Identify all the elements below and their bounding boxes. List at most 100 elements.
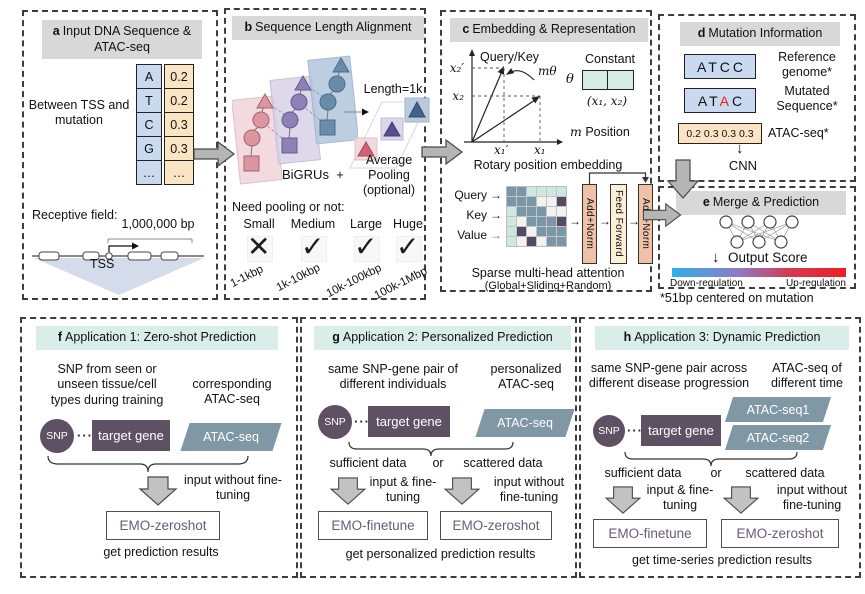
snp-node: SNP	[593, 415, 625, 447]
atac-seq-shape: ATAC-seq	[185, 423, 277, 451]
size-label-small: Small	[243, 217, 275, 231]
mutated-sequence-label: Mutated Sequence*	[776, 84, 838, 114]
range-label-medium: 1k-10kbp	[274, 261, 323, 294]
theta-label: θ	[566, 72, 574, 87]
panel-c-letter: c	[462, 22, 470, 36]
matrix-cell	[547, 227, 556, 236]
gene-track-diagram	[32, 238, 204, 295]
panel-f-arrow-label: input without fine-tuning	[184, 473, 282, 503]
matrix-cell	[557, 197, 566, 206]
arrow-icon: →	[490, 188, 502, 202]
emo-zeroshot-box: EMO-zeroshot	[440, 511, 552, 540]
condition-right: scattered data	[463, 456, 543, 470]
panel-b-title: b Sequence Length Alignment	[232, 16, 424, 40]
flow-arrow-icon	[642, 202, 682, 228]
range-label-small: 1-1kbp	[228, 263, 266, 290]
pooling-checkbox-huge	[396, 236, 422, 262]
score-gradient	[672, 268, 846, 277]
matrix-cell	[527, 207, 536, 216]
atac-value-column: 0.2 0.2 0.3 0.3 …	[164, 64, 194, 185]
panel-g-title: g Application 2: Personalized Prediction	[314, 326, 571, 350]
coords-label: (x₁, x₂)	[586, 94, 628, 108]
emo-finetune-box: EMO-finetune	[593, 519, 707, 548]
output-score-label: Output Score	[728, 250, 808, 265]
plus-sign: +	[336, 167, 344, 182]
size-label-medium: Medium	[290, 217, 336, 231]
matrix-cell	[537, 207, 546, 216]
matrix-cell	[507, 207, 516, 216]
dashed-arrow-icon: →	[490, 228, 502, 242]
bp-span-label: 1,000,000 bp	[121, 217, 195, 231]
matrix-cell	[547, 217, 556, 226]
atac-seq-label: ATAC-seq*	[768, 126, 829, 140]
panel-g-left-desc: same SNP-gene pair of different individu…	[328, 362, 458, 392]
panel-h-letter: h	[623, 330, 632, 344]
query-row: Query →	[454, 188, 502, 202]
matrix-cell	[557, 227, 566, 236]
constant-label: Constant	[584, 52, 636, 66]
condition-left: sufficient data	[604, 466, 682, 480]
condition-right: scattered data	[745, 466, 825, 480]
pooled-tiles-diagram	[344, 97, 430, 169]
panel-b-alignment: b Sequence Length Alignment	[224, 8, 430, 302]
arrow-left-label: input & fine-tuning	[646, 483, 714, 513]
rotary-caption: Rotary position embedding	[473, 158, 623, 172]
pooling-checkbox-large	[354, 236, 380, 262]
emo-zeroshot-box: EMO-zeroshot	[721, 519, 839, 548]
bigru-stack-diagram	[232, 55, 358, 185]
matrix-cell	[517, 207, 526, 216]
matrix-cell	[547, 187, 556, 196]
matrix-cell	[527, 187, 536, 196]
matrix-cell	[527, 227, 536, 236]
matrix-cell	[557, 207, 566, 216]
panel-a-input: a Input DNA Sequence & ATAC-seq Between T…	[22, 10, 218, 300]
or-label: or	[710, 466, 722, 480]
arrow-icon: →	[490, 208, 502, 222]
emo-zeroshot-box: EMO-zeroshot	[106, 511, 220, 540]
matrix-cell	[537, 197, 546, 206]
attention-matrix	[506, 186, 567, 247]
input-arrow-icon	[722, 486, 760, 514]
arrow-icon: →	[599, 214, 611, 228]
key-row: Key →	[466, 208, 502, 222]
cnn-label: CNN	[728, 158, 758, 173]
size-label-large: Large	[350, 217, 382, 231]
matrix-cell	[547, 207, 556, 216]
panel-h-title: h Application 3: Dynamic Prediction	[595, 326, 849, 350]
reference-genome-box: ATCC	[684, 54, 756, 79]
panel-h-result: get time-series prediction results	[632, 553, 812, 567]
panel-b-letter: b	[244, 20, 253, 34]
arrow-right-label: input without fine-tuning	[776, 483, 848, 513]
between-tss-label: Between TSS and mutation	[28, 98, 130, 128]
or-label: or	[432, 456, 444, 470]
constant-cell	[608, 70, 634, 90]
mutated-base: A	[719, 92, 733, 109]
matrix-cell	[527, 217, 536, 226]
matrix-cell	[507, 237, 516, 246]
value-row: Value →	[457, 228, 502, 242]
matrix-cell	[507, 217, 516, 226]
optional-label: (optional)	[362, 183, 416, 197]
matrix-cell	[517, 187, 526, 196]
matrix-cell	[547, 197, 556, 206]
panel-f-left-desc: SNP from seen or unseen tissue/cell type…	[50, 362, 164, 407]
attention-caption: Sparse multi-head attention	[471, 266, 625, 280]
receptive-field-label: Receptive field:	[32, 208, 118, 222]
matrix-cell	[557, 187, 566, 196]
footnote-51bp: *51bp centered on mutation	[660, 291, 814, 305]
panel-a-letter: a	[52, 24, 60, 38]
matrix-cell	[537, 227, 546, 236]
panel-d-letter: d	[697, 26, 706, 40]
atac-seq2-shape: ATAC-seq2	[729, 425, 827, 450]
panel-d-mutation: d Mutation Information ATCC Reference gen…	[658, 14, 856, 182]
up-regulation-label: Up-regulation	[785, 278, 846, 289]
target-gene-box: target gene	[92, 420, 170, 451]
input-arrow-icon	[443, 477, 481, 505]
cross-icon: ✕	[247, 231, 271, 262]
panel-e-letter: e	[702, 195, 710, 209]
target-gene-box: target gene	[368, 406, 450, 437]
matrix-cell	[517, 227, 526, 236]
ellipsis: ···	[354, 414, 370, 429]
mutated-sequence-box: ATAC	[684, 88, 756, 113]
x1-prime-label: x₁′	[494, 143, 509, 157]
